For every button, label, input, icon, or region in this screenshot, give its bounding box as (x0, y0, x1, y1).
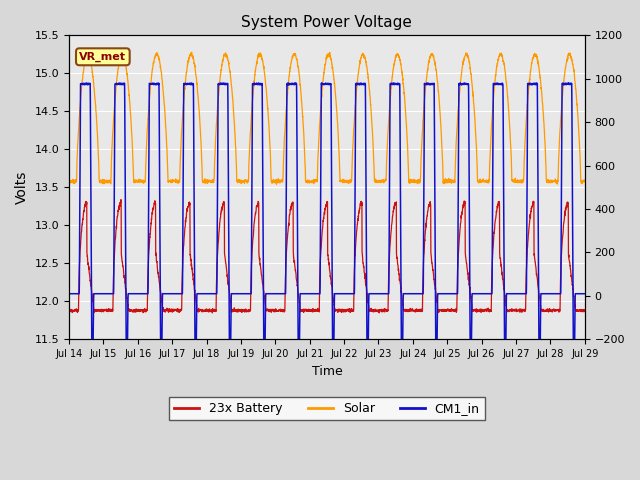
CM1_in (65, 291, 73, 297)
Legend: 23x Battery, Solar, CM1_in: 23x Battery, Solar, CM1_in (169, 397, 484, 420)
CM1_in (155, 81, 163, 87)
Solar (65, 177, 73, 182)
Solar (571, 79, 579, 84)
Line: Solar: Solar (69, 52, 585, 184)
CM1_in (263, 291, 271, 297)
CM1_in (285, 82, 293, 87)
CM1_in (559, 80, 567, 86)
Solar (581, 178, 589, 184)
CM1_in (515, 291, 523, 297)
Solar (124, 78, 132, 84)
Title: System Power Voltage: System Power Voltage (241, 15, 412, 30)
23x Battery (571, 301, 579, 307)
Solar (155, 55, 163, 60)
X-axis label: Time: Time (312, 365, 342, 378)
23x Battery (581, 308, 589, 313)
Line: CM1_in: CM1_in (69, 83, 585, 407)
CM1_in (581, 291, 589, 297)
23x Battery (117, 197, 125, 203)
Solar (263, 95, 271, 101)
23x Battery (516, 306, 524, 312)
CM1_in (88, 404, 96, 409)
CM1_in (571, 310, 579, 316)
23x Battery (155, 274, 163, 280)
23x Battery (65, 308, 73, 313)
23x Battery (209, 310, 216, 316)
23x Battery (285, 212, 293, 217)
Solar (516, 179, 524, 185)
Solar (285, 71, 293, 76)
Line: 23x Battery: 23x Battery (69, 200, 585, 313)
Y-axis label: Volts: Volts (15, 170, 29, 204)
23x Battery (263, 307, 271, 313)
Solar (188, 49, 195, 55)
CM1_in (124, 295, 132, 301)
23x Battery (124, 303, 132, 309)
Text: VR_met: VR_met (79, 52, 126, 62)
Solar (273, 181, 280, 187)
